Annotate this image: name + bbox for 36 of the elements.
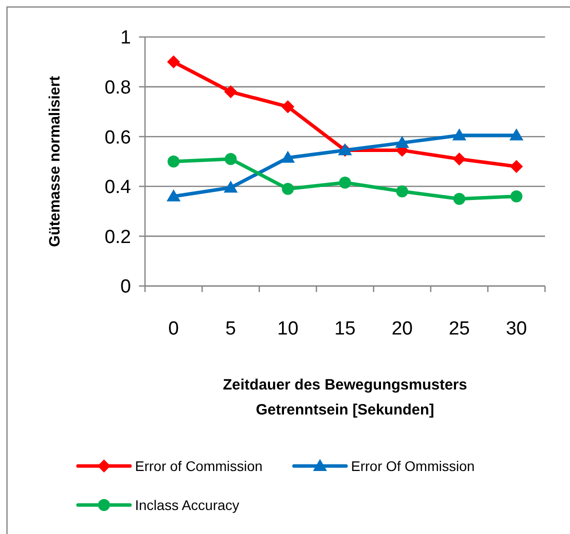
x-tick-label: 20	[392, 318, 413, 340]
x-tick-label: 0	[168, 318, 179, 340]
y-tick-label: 0	[120, 276, 131, 298]
point	[168, 156, 180, 168]
point	[452, 128, 466, 140]
point	[339, 176, 351, 189]
y-tick-label: 0.2	[104, 226, 131, 248]
point	[166, 189, 181, 202]
point	[509, 128, 524, 140]
y-tick-label: 0.6	[104, 127, 131, 148]
point	[280, 150, 295, 163]
point	[224, 180, 238, 193]
x-tick-label: 5	[225, 318, 236, 340]
point	[395, 136, 410, 148]
legend-label: Error of Commission	[135, 458, 263, 474]
point	[453, 192, 466, 205]
x-tick-label: 25	[448, 318, 470, 340]
legend-label: Error Of Ommission	[351, 458, 475, 474]
point	[396, 185, 408, 198]
legend-label: Inclass Accuracy	[135, 496, 240, 513]
x-tick-label: 10	[277, 318, 298, 340]
point	[510, 160, 523, 173]
point	[452, 152, 466, 166]
point	[224, 153, 237, 166]
x-axis-title: Zeitdauer des Bewegungsmusters Getrenntsein [Sekunden]	[222, 376, 468, 418]
point	[510, 190, 522, 202]
x-tick-label: 15	[334, 318, 356, 340]
y-tick-label: 0.4	[104, 177, 132, 198]
y-axis-title: Gütemasse normalisiert	[46, 76, 64, 247]
x-tick-label: 30	[506, 318, 527, 340]
y-tick-label: 0.8	[104, 77, 131, 98]
point	[281, 100, 294, 114]
point	[167, 55, 180, 68]
y-tick-label: 1	[120, 28, 131, 49]
point	[224, 85, 238, 98]
point	[282, 182, 294, 195]
